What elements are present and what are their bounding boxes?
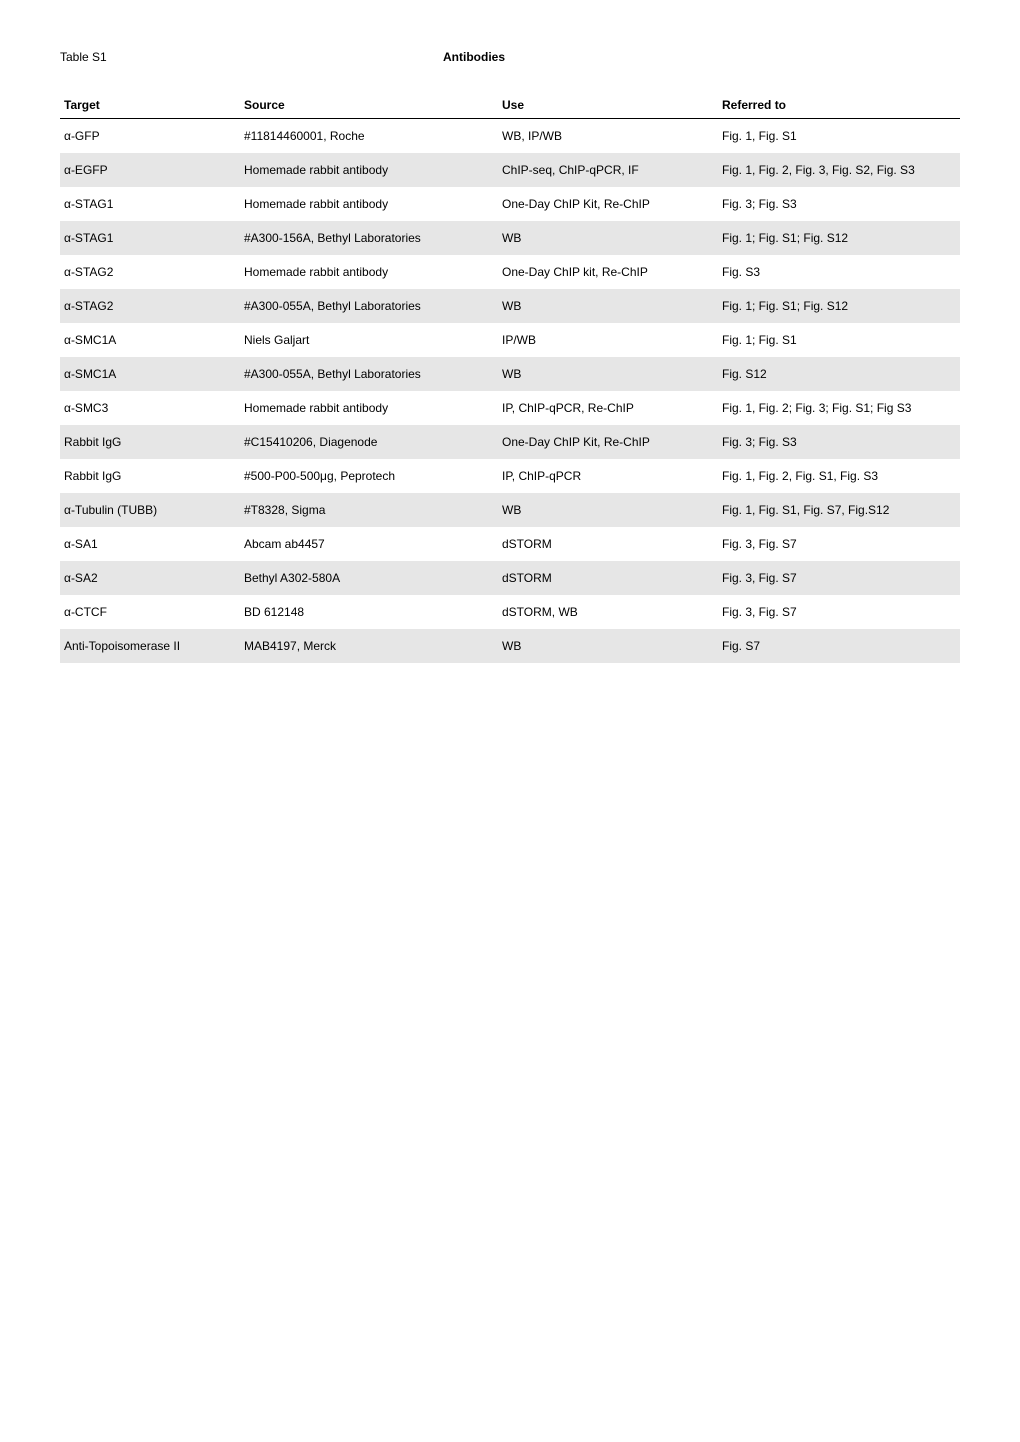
cell-source: Bethyl A302-580A	[240, 561, 498, 595]
cell-referred: Fig. 3; Fig. S3	[718, 187, 960, 221]
table-row: α-SA1Abcam ab4457dSTORMFig. 3, Fig. S7	[60, 527, 960, 561]
table-row: α-STAG2Homemade rabbit antibodyOne-Day C…	[60, 255, 960, 289]
table-header-row: Table S1 Antibodies	[60, 50, 960, 64]
cell-source: MAB4197, Merck	[240, 629, 498, 663]
table-row: α-EGFPHomemade rabbit antibodyChIP-seq, …	[60, 153, 960, 187]
table-label: Table S1	[60, 50, 265, 64]
antibodies-table: Target Source Use Referred to α-GFP#1181…	[60, 92, 960, 663]
cell-referred: Fig. 1, Fig. S1, Fig. S7, Fig.S12	[718, 493, 960, 527]
cell-source: Niels Galjart	[240, 323, 498, 357]
table-body: α-GFP#11814460001, RocheWB, IP/WBFig. 1,…	[60, 119, 960, 664]
cell-referred: Fig. 1; Fig. S1; Fig. S12	[718, 289, 960, 323]
cell-target: α-Tubulin (TUBB)	[60, 493, 240, 527]
cell-source: #T8328, Sigma	[240, 493, 498, 527]
cell-source: #A300-055A, Bethyl Laboratories	[240, 289, 498, 323]
cell-referred: Fig. S3	[718, 255, 960, 289]
table-row: α-Tubulin (TUBB)#T8328, SigmaWBFig. 1, F…	[60, 493, 960, 527]
cell-use: ChIP-seq, ChIP-qPCR, IF	[498, 153, 718, 187]
cell-source: Abcam ab4457	[240, 527, 498, 561]
table-row: α-SA2Bethyl A302-580AdSTORMFig. 3, Fig. …	[60, 561, 960, 595]
cell-use: WB	[498, 221, 718, 255]
cell-referred: Fig. S12	[718, 357, 960, 391]
cell-use: WB	[498, 493, 718, 527]
cell-target: α-SMC3	[60, 391, 240, 425]
table-row: α-STAG1#A300-156A, Bethyl LaboratoriesWB…	[60, 221, 960, 255]
cell-source: Homemade rabbit antibody	[240, 255, 498, 289]
cell-use: IP/WB	[498, 323, 718, 357]
cell-use: dSTORM	[498, 527, 718, 561]
column-header-referred: Referred to	[718, 92, 960, 119]
cell-referred: Fig. 3, Fig. S7	[718, 561, 960, 595]
table-row: α-SMC1ANiels GaljartIP/WBFig. 1; Fig. S1	[60, 323, 960, 357]
cell-source: BD 612148	[240, 595, 498, 629]
cell-use: One-Day ChIP Kit, Re-ChIP	[498, 425, 718, 459]
cell-target: α-GFP	[60, 119, 240, 154]
cell-target: α-SMC1A	[60, 323, 240, 357]
cell-referred: Fig. 1, Fig. 2, Fig. S1, Fig. S3	[718, 459, 960, 493]
cell-referred: Fig. 3, Fig. S7	[718, 595, 960, 629]
table-row: α-GFP#11814460001, RocheWB, IP/WBFig. 1,…	[60, 119, 960, 154]
cell-referred: Fig. 1; Fig. S1	[718, 323, 960, 357]
table-row: α-STAG1Homemade rabbit antibodyOne-Day C…	[60, 187, 960, 221]
cell-source: #A300-156A, Bethyl Laboratories	[240, 221, 498, 255]
cell-target: α-SA2	[60, 561, 240, 595]
column-header-source: Source	[240, 92, 498, 119]
cell-source: #A300-055A, Bethyl Laboratories	[240, 357, 498, 391]
table-row: Rabbit IgG#C15410206, DiagenodeOne-Day C…	[60, 425, 960, 459]
cell-referred: Fig. 3, Fig. S7	[718, 527, 960, 561]
cell-target: α-CTCF	[60, 595, 240, 629]
column-header-target: Target	[60, 92, 240, 119]
cell-target: Rabbit IgG	[60, 459, 240, 493]
table-row: Rabbit IgG#500-P00-500μg, PeprotechIP, C…	[60, 459, 960, 493]
cell-referred: Fig. S7	[718, 629, 960, 663]
cell-use: IP, ChIP-qPCR	[498, 459, 718, 493]
column-header-use: Use	[498, 92, 718, 119]
cell-referred: Fig. 3; Fig. S3	[718, 425, 960, 459]
cell-use: IP, ChIP-qPCR, Re-ChIP	[498, 391, 718, 425]
cell-use: WB	[498, 357, 718, 391]
table-header: Target Source Use Referred to	[60, 92, 960, 119]
cell-target: Rabbit IgG	[60, 425, 240, 459]
table-row: α-SMC3Homemade rabbit antibodyIP, ChIP-q…	[60, 391, 960, 425]
cell-source: #C15410206, Diagenode	[240, 425, 498, 459]
table-row: α-STAG2#A300-055A, Bethyl LaboratoriesWB…	[60, 289, 960, 323]
cell-target: α-SMC1A	[60, 357, 240, 391]
cell-target: Anti-Topoisomerase II	[60, 629, 240, 663]
cell-use: dSTORM	[498, 561, 718, 595]
cell-source: Homemade rabbit antibody	[240, 391, 498, 425]
cell-source: Homemade rabbit antibody	[240, 153, 498, 187]
cell-use: WB	[498, 629, 718, 663]
cell-source: #500-P00-500μg, Peprotech	[240, 459, 498, 493]
cell-source: Homemade rabbit antibody	[240, 187, 498, 221]
cell-referred: Fig. 1, Fig. 2; Fig. 3; Fig. S1; Fig S3	[718, 391, 960, 425]
cell-use: One-Day ChIP Kit, Re-ChIP	[498, 187, 718, 221]
cell-use: WB, IP/WB	[498, 119, 718, 154]
cell-target: α-STAG1	[60, 187, 240, 221]
table-row: Anti-Topoisomerase IIMAB4197, MerckWBFig…	[60, 629, 960, 663]
table-row: α-CTCFBD 612148dSTORM, WBFig. 3, Fig. S7	[60, 595, 960, 629]
cell-referred: Fig. 1, Fig. 2, Fig. 3, Fig. S2, Fig. S3	[718, 153, 960, 187]
cell-target: α-SA1	[60, 527, 240, 561]
cell-use: WB	[498, 289, 718, 323]
cell-use: One-Day ChIP kit, Re-ChIP	[498, 255, 718, 289]
cell-source: #11814460001, Roche	[240, 119, 498, 154]
table-row: α-SMC1A#A300-055A, Bethyl LaboratoriesWB…	[60, 357, 960, 391]
cell-target: α-STAG2	[60, 255, 240, 289]
cell-target: α-STAG2	[60, 289, 240, 323]
cell-referred: Fig. 1; Fig. S1; Fig. S12	[718, 221, 960, 255]
cell-target: α-EGFP	[60, 153, 240, 187]
cell-target: α-STAG1	[60, 221, 240, 255]
cell-use: dSTORM, WB	[498, 595, 718, 629]
table-title: Antibodies	[443, 50, 505, 64]
cell-referred: Fig. 1, Fig. S1	[718, 119, 960, 154]
